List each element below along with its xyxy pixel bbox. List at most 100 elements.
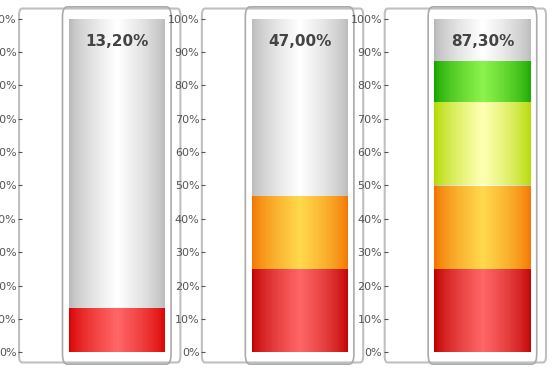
Bar [441, 19, 442, 352]
Bar [105, 308, 106, 352]
Bar [285, 19, 286, 352]
Bar [469, 61, 470, 102]
Bar [320, 269, 321, 352]
Bar [131, 19, 132, 352]
Bar [507, 186, 509, 269]
Bar [147, 19, 148, 352]
Bar [275, 196, 277, 269]
Bar [447, 269, 448, 352]
Bar [499, 102, 500, 186]
Bar [273, 269, 274, 352]
Bar [142, 308, 143, 352]
Bar [112, 308, 113, 352]
Bar [278, 19, 279, 352]
Bar [322, 269, 324, 352]
Bar [85, 19, 86, 352]
Bar [155, 308, 156, 352]
Bar [279, 19, 280, 352]
Bar [434, 186, 435, 269]
Bar [470, 102, 471, 186]
Bar [313, 19, 314, 352]
Bar [497, 102, 498, 186]
Bar [445, 186, 447, 269]
Bar [490, 102, 491, 186]
Bar [306, 19, 307, 352]
Bar [480, 19, 481, 352]
Bar [303, 196, 304, 269]
Bar [325, 19, 326, 352]
Bar [450, 19, 451, 352]
Bar [341, 196, 342, 269]
Bar [500, 61, 502, 102]
Bar [75, 308, 76, 352]
Bar [485, 186, 486, 269]
Bar [311, 19, 312, 352]
Bar [494, 186, 496, 269]
Bar [464, 269, 465, 352]
Bar [485, 61, 486, 102]
Bar [148, 308, 149, 352]
Bar [252, 269, 253, 352]
Bar [445, 61, 447, 102]
Bar [468, 19, 469, 352]
Bar [503, 102, 504, 186]
Bar [272, 269, 273, 352]
Bar [95, 308, 96, 352]
Bar [473, 61, 474, 102]
Bar [343, 269, 344, 352]
Bar [253, 269, 254, 352]
Bar [253, 19, 254, 352]
Bar [479, 102, 480, 186]
Bar [315, 196, 316, 269]
Bar [436, 19, 437, 352]
Bar [451, 102, 453, 186]
Bar [454, 102, 455, 186]
Bar [440, 61, 442, 102]
Bar [77, 308, 78, 352]
Bar [522, 186, 524, 269]
Bar [289, 19, 290, 352]
Bar [511, 186, 512, 269]
Bar [478, 61, 479, 102]
Bar [493, 102, 494, 186]
Bar [453, 19, 454, 352]
Bar [258, 19, 259, 352]
Bar [114, 19, 115, 352]
Bar [335, 269, 336, 352]
Bar [74, 308, 75, 352]
Bar [325, 196, 326, 269]
Bar [313, 196, 314, 269]
Bar [330, 196, 331, 269]
Bar [444, 61, 445, 102]
Bar [290, 19, 291, 352]
Bar [124, 308, 125, 352]
Bar [438, 19, 439, 352]
Bar [127, 308, 129, 352]
Bar [516, 102, 517, 186]
Bar [85, 308, 87, 352]
Bar [476, 186, 478, 269]
Bar [277, 196, 278, 269]
Bar [458, 102, 460, 186]
Bar [442, 269, 443, 352]
Bar [460, 19, 461, 352]
Bar [263, 269, 264, 352]
Bar [260, 19, 261, 352]
Bar [163, 308, 165, 352]
Bar [517, 186, 519, 269]
Bar [255, 196, 257, 269]
Bar [510, 61, 511, 102]
Bar [444, 19, 445, 352]
Bar [492, 269, 493, 352]
Bar [340, 19, 341, 352]
Bar [521, 186, 522, 269]
Bar [258, 269, 259, 352]
Bar [463, 102, 464, 186]
Bar [327, 196, 329, 269]
Bar [307, 196, 308, 269]
Bar [261, 196, 263, 269]
Bar [324, 196, 325, 269]
Bar [115, 19, 116, 352]
Bar [91, 19, 92, 352]
Bar [78, 19, 79, 352]
